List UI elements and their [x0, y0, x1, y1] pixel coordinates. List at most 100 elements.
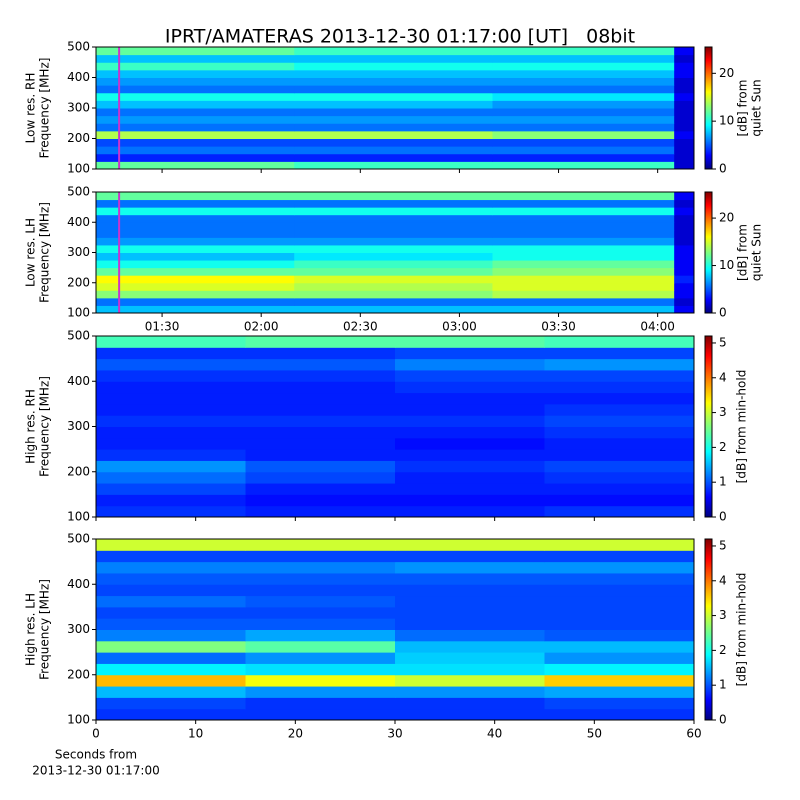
heat-cell — [395, 606, 545, 619]
x-tick-label: 03:30 — [541, 320, 576, 334]
heat-cell — [245, 708, 396, 721]
heat-cell — [294, 244, 493, 253]
heat-cell — [395, 449, 545, 461]
heat-cell — [674, 100, 695, 109]
heat-cell — [674, 153, 695, 162]
x-axis-label: 2013-12-30 01:17:00 — [32, 764, 159, 778]
heat-cell — [674, 108, 695, 117]
heat-cell — [96, 108, 295, 117]
heat-cell — [294, 100, 493, 109]
heat-cell — [395, 561, 545, 574]
heat-cell — [245, 471, 396, 484]
heat-cell — [96, 92, 295, 101]
heat-cell — [96, 290, 295, 299]
heat-cell — [492, 237, 675, 246]
colorbar — [704, 46, 713, 170]
heat-cell — [294, 199, 493, 208]
heat-cell — [294, 214, 493, 223]
heat-cell — [395, 629, 545, 642]
heat-cell — [544, 618, 695, 630]
heat-cell — [544, 663, 695, 676]
heat-cell — [492, 305, 675, 314]
heat-cell — [294, 252, 493, 261]
heat-cell — [294, 275, 493, 284]
x-tick-label: 02:00 — [244, 320, 279, 334]
heat-cell — [674, 47, 695, 56]
heat-cell — [492, 123, 675, 132]
heat-cell — [245, 595, 396, 608]
heat-cell — [674, 199, 695, 208]
heat-cell — [395, 483, 545, 495]
heat-cell — [395, 437, 545, 450]
heat-cell — [544, 392, 695, 405]
heat-cell — [294, 85, 493, 94]
heat-cell — [544, 595, 695, 608]
heat-cell — [245, 652, 396, 664]
heat-cell — [395, 336, 545, 348]
heat-cell — [395, 347, 545, 360]
colorbar-tick-label: 10 — [719, 258, 734, 272]
heat-cell — [245, 584, 396, 597]
heat-cell — [96, 47, 295, 56]
heat-cell — [492, 108, 675, 117]
heat-cell — [245, 392, 396, 405]
heat-cell — [544, 505, 695, 518]
x-tick-label: 03:00 — [442, 320, 477, 334]
y-tick-label: 300 — [67, 101, 90, 115]
heat-cell — [245, 426, 396, 439]
heat-cell — [96, 494, 246, 507]
heat-cell — [245, 381, 396, 394]
heat-cell — [492, 252, 675, 261]
heat-cell — [245, 674, 396, 687]
heat-cell — [245, 640, 396, 653]
heat-cell — [492, 100, 675, 109]
heat-cell — [395, 550, 545, 563]
heat-cell — [674, 282, 695, 291]
y-tick-label: 400 — [67, 215, 90, 229]
heat-cell — [674, 192, 695, 201]
heat-cell — [674, 69, 695, 78]
heat-cell — [674, 77, 695, 86]
heat-cell — [395, 539, 545, 551]
heat-cell — [96, 207, 295, 216]
heat-cell — [492, 62, 675, 71]
heat-cell — [96, 415, 246, 427]
heat-cell — [674, 85, 695, 94]
heat-cell — [492, 267, 675, 276]
y-tick-label: 200 — [67, 131, 90, 145]
y-axis-label: Low res. LH — [24, 218, 38, 287]
y-axis-label: Frequency [MHz] — [38, 376, 52, 477]
heat-cell — [395, 505, 545, 518]
colorbar-tick-label: 20 — [719, 66, 734, 80]
heat-cell — [544, 686, 695, 698]
heat-cell — [96, 138, 295, 147]
heat-cell — [492, 260, 675, 269]
heat-cell — [294, 77, 493, 86]
heat-cell — [245, 369, 396, 382]
y-tick-label: 400 — [67, 577, 90, 591]
heat-cell — [492, 77, 675, 86]
heat-cell — [294, 54, 493, 63]
heat-cell — [492, 222, 675, 231]
heat-cell — [544, 437, 695, 450]
heat-cell — [96, 237, 295, 246]
heat-cell — [492, 161, 675, 170]
heat-cell — [96, 222, 295, 231]
heat-cell — [544, 494, 695, 507]
heat-cell — [544, 572, 695, 585]
heat-cell — [492, 85, 675, 94]
heat-cell — [674, 297, 695, 306]
heat-cell — [395, 392, 545, 405]
heat-cell — [245, 403, 396, 416]
heat-cell — [96, 437, 246, 450]
colorbar-tick-label: 3 — [719, 608, 727, 622]
heat-cell — [294, 69, 493, 78]
heat-cell — [96, 539, 246, 551]
heat-cell — [245, 550, 396, 563]
heat-cell — [96, 606, 246, 619]
heat-cell — [544, 561, 695, 574]
heat-cell — [395, 652, 545, 664]
heat-cell — [96, 561, 246, 574]
heat-cell — [395, 640, 545, 653]
heat-cell — [294, 297, 493, 306]
